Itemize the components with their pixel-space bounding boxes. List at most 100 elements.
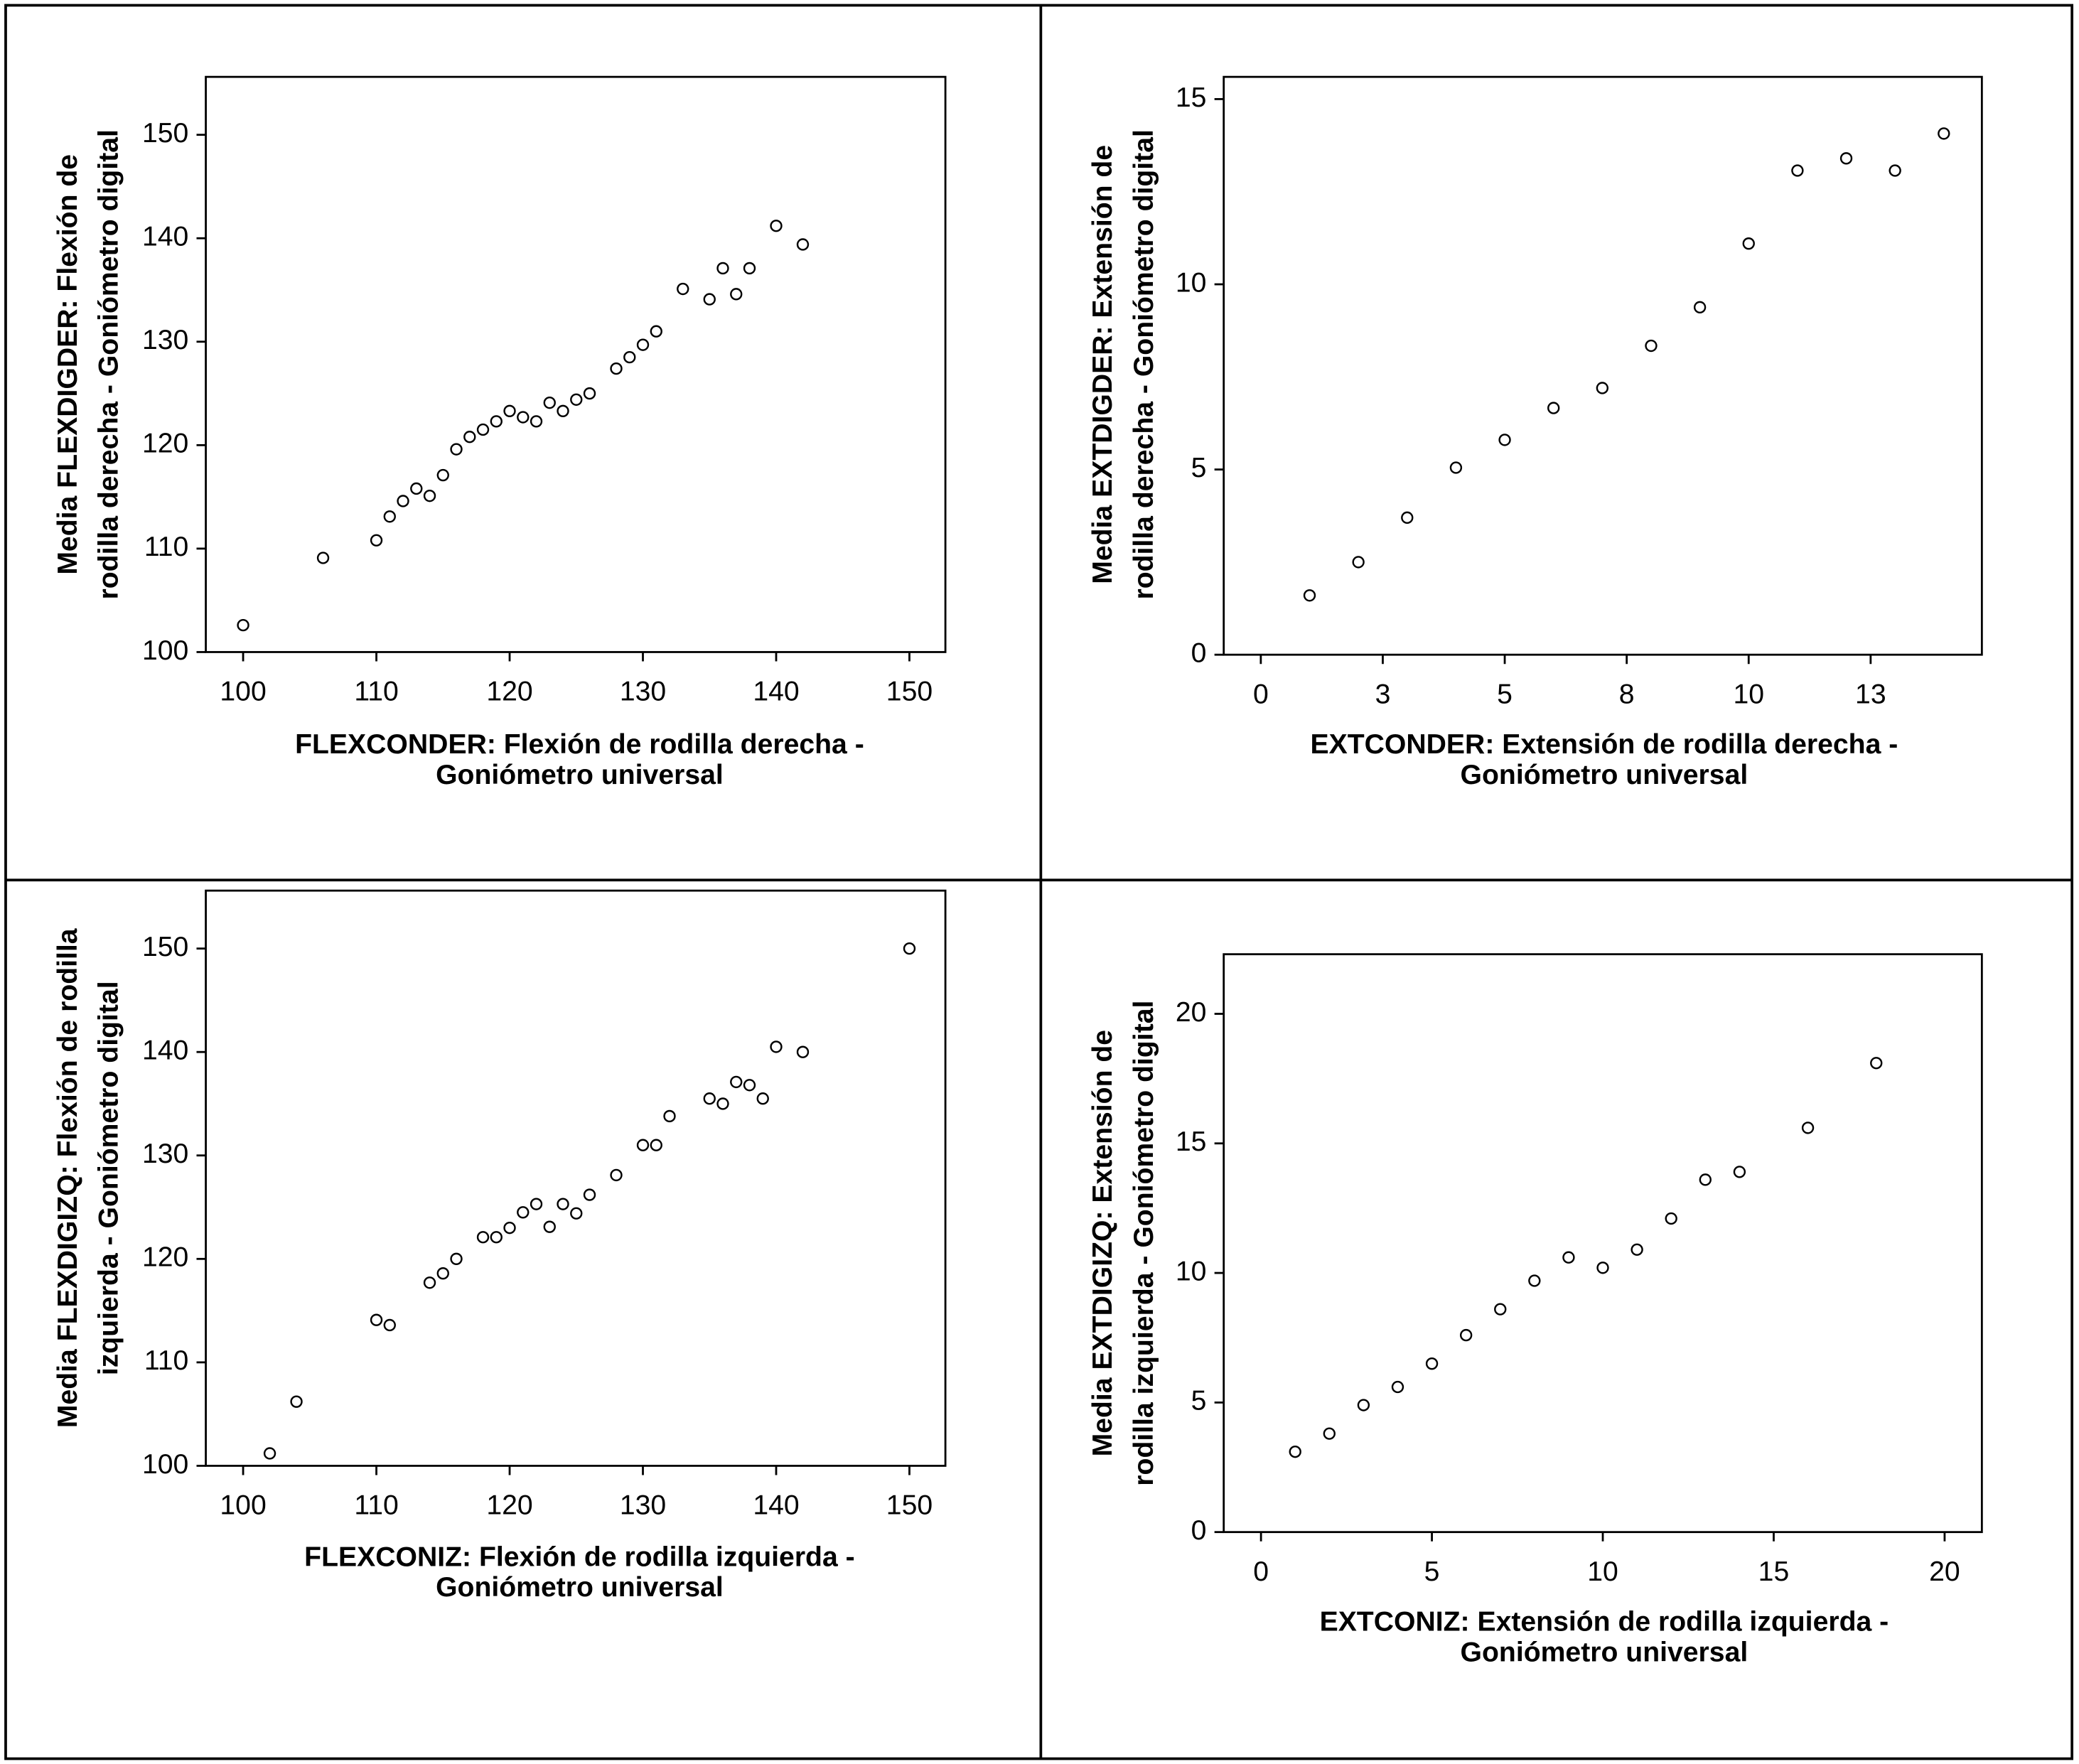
x-tick-label: 10: [1587, 1556, 1618, 1587]
x-tick-label: 13: [1855, 679, 1886, 709]
y-tick-label: 110: [144, 1345, 188, 1376]
x-tick-label: 0: [1253, 1556, 1269, 1587]
y-tick-label: 110: [144, 532, 188, 562]
x-tick-label: 130: [620, 677, 666, 707]
point: [703, 293, 716, 306]
y-tick-label: 10: [1176, 1256, 1207, 1286]
point: [677, 282, 689, 296]
point: [1449, 461, 1463, 474]
point: [1459, 1328, 1473, 1342]
y-tick-label: 0: [1191, 638, 1207, 669]
point: [1303, 589, 1316, 602]
point: [436, 1267, 449, 1280]
point: [903, 942, 916, 955]
point: [370, 1313, 383, 1326]
point: [517, 1206, 530, 1219]
point: [476, 423, 490, 436]
y-tick-label: 10: [1176, 267, 1207, 298]
point: [517, 411, 530, 424]
y-tick-label: 5: [1191, 1386, 1207, 1416]
x-tick-label: 10: [1733, 679, 1764, 709]
point: [623, 350, 636, 364]
point: [796, 1045, 810, 1058]
point: [583, 387, 596, 400]
y-tick-label: 130: [142, 1139, 188, 1169]
point: [1791, 164, 1804, 177]
point: [1357, 1399, 1370, 1411]
point: [290, 1395, 303, 1408]
point: [570, 393, 583, 406]
point: [237, 618, 249, 632]
point: [436, 468, 449, 482]
point: [423, 489, 436, 502]
point: [583, 1188, 596, 1201]
point: [450, 443, 463, 456]
plot-frame: [205, 889, 947, 1467]
y-tick-label: 5: [1191, 453, 1207, 483]
point: [383, 510, 396, 523]
point: [1645, 339, 1658, 353]
x-axis-label: FLEXCONDER: Flexión de rodilla derecha -: [295, 729, 864, 760]
point: [770, 220, 783, 232]
point: [450, 1252, 463, 1265]
point: [743, 1079, 756, 1092]
point: [476, 1231, 490, 1244]
plot-frame: [205, 75, 947, 653]
point: [756, 1092, 769, 1105]
point: [383, 1318, 396, 1332]
point: [463, 431, 476, 443]
y-axis-label: Media FLEXDIGDER: Flexión de: [53, 154, 83, 575]
x-tick-label: 3: [1375, 679, 1391, 709]
point: [530, 1198, 543, 1210]
x-tick-label: 110: [354, 1490, 398, 1521]
x-tick-label: 120: [486, 677, 532, 707]
x-tick-label: 100: [220, 1490, 266, 1521]
point: [1631, 1243, 1643, 1256]
x-axis-label: EXTCONIZ: Extensión de rodilla izquierda…: [1320, 1607, 1889, 1637]
point: [490, 1231, 503, 1244]
y-tick-label: 15: [1176, 1126, 1207, 1157]
point: [770, 1040, 783, 1053]
point: [1401, 511, 1414, 525]
point: [716, 262, 729, 275]
y-tick-label: 150: [142, 118, 188, 149]
point: [543, 1220, 556, 1233]
x-axis-label: Goniómetro universal: [1461, 760, 1748, 790]
point: [1699, 1173, 1712, 1186]
point: [570, 1207, 583, 1220]
x-tick-label: 100: [220, 677, 266, 707]
x-tick-label: 5: [1497, 679, 1513, 709]
point: [730, 288, 743, 301]
point: [1323, 1427, 1336, 1440]
point: [316, 552, 330, 564]
x-tick-label: 8: [1619, 679, 1635, 709]
point: [636, 1139, 650, 1151]
point: [1665, 1212, 1677, 1225]
point: [1693, 301, 1707, 313]
point: [636, 338, 650, 351]
point: [743, 262, 756, 275]
y-tick-label: 140: [142, 222, 188, 252]
point: [410, 482, 423, 495]
y-tick-label: 140: [142, 1036, 188, 1066]
point: [703, 1092, 716, 1105]
point: [423, 1276, 436, 1289]
point: [397, 495, 409, 507]
point: [1938, 127, 1950, 140]
y-axis-label: Media EXTDIGIZQ: Extensión de: [1087, 1030, 1118, 1456]
x-axis-label: Goniómetro universal: [436, 1572, 724, 1603]
point: [650, 325, 662, 338]
x-tick-label: 15: [1758, 1556, 1790, 1587]
y-tick-label: 130: [142, 325, 188, 355]
point: [1870, 1057, 1883, 1070]
x-tick-label: 20: [1929, 1556, 1960, 1587]
point: [1733, 1166, 1746, 1178]
point: [1425, 1357, 1439, 1370]
point: [1596, 382, 1609, 394]
point: [530, 415, 543, 428]
point: [1391, 1380, 1404, 1394]
x-axis-label: FLEXCONIZ: Flexión de rodilla izquierda …: [304, 1542, 854, 1572]
y-tick-label: 100: [142, 635, 188, 666]
y-axis-label: Media EXTDIGDER: Extensión de: [1087, 145, 1118, 584]
point: [370, 534, 383, 547]
